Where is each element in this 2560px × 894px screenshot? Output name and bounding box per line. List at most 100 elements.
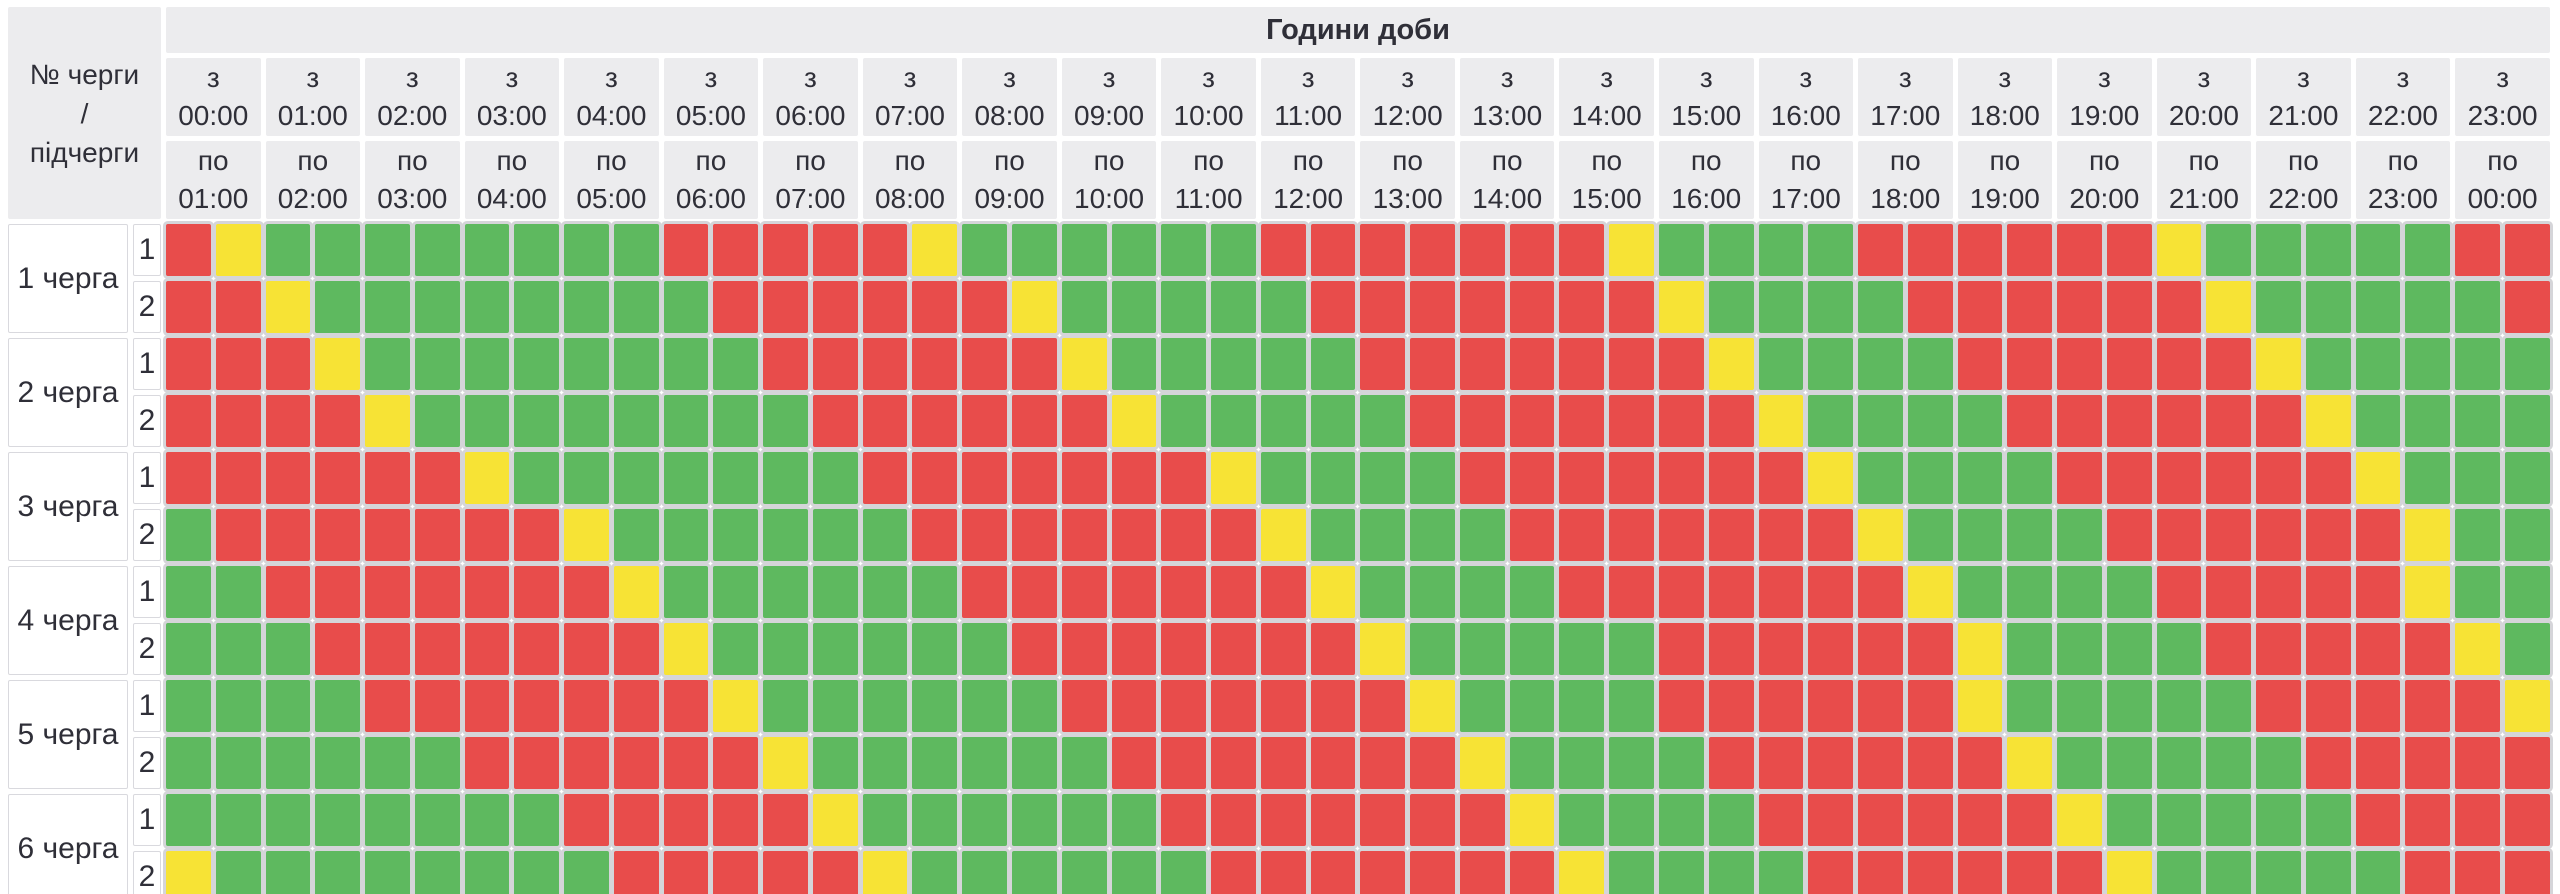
schedule-cell-red [2355,566,2401,618]
from-prefix-label: з [604,62,618,93]
schedule-cell-red [763,281,808,333]
schedule-cell-red [1061,452,1107,504]
schedule-cell-green [2405,395,2451,447]
schedule-row: 5 черга 1 [8,680,2550,789]
schedule-cell-green [1012,737,1057,789]
from-time-label: 15:00 [1671,100,1742,131]
schedule-cell-green [1808,224,1854,276]
schedule-cell-red [2504,281,2550,333]
schedule-cell-green [215,794,261,846]
to-prefix-label: по [1193,145,1224,176]
schedule-cell-red [1161,737,1207,789]
schedule-cell-green [215,737,261,789]
from-prefix-label: з [2297,62,2310,93]
from-prefix-label: з [1003,62,1016,93]
schedule-cell-red [2106,338,2152,390]
from-prefix-label: з [505,62,519,93]
hour-column-header-to: по 08:00 [862,141,958,219]
schedule-cell-green [1658,737,1704,789]
schedule-cell-red [2504,794,2550,846]
queue-label: 2 черга [8,338,128,447]
schedule-cell-green [265,794,311,846]
hour-column-header-from: з 03:00 [464,58,560,136]
schedule-cell-green [1111,794,1157,846]
schedule-cell-red [1260,224,1306,276]
schedule-cell-green [414,338,460,390]
schedule-cell-red [1310,224,1356,276]
schedule-cell-green [1907,509,1953,561]
to-time-label: 03:00 [377,183,448,214]
schedule-cell-red [1858,737,1903,789]
to-prefix-label: по [1392,145,1423,176]
schedule-cell-yellow [1260,509,1306,561]
hour-column-header-to: по 15:00 [1559,141,1654,219]
to-prefix-label: по [1093,145,1125,176]
schedule-cell-green [1360,509,1406,561]
schedule-cell-green [2007,566,2053,618]
schedule-cell-red [1012,509,1057,561]
schedule-cell-red [1658,395,1704,447]
schedule-cell-red [2057,452,2102,504]
schedule-cell-red [2256,566,2301,618]
schedule-cell-red [1260,794,1306,846]
hour-column-header-from: з 22:00 [2355,58,2451,136]
from-time-label: 20:00 [2168,100,2239,131]
schedule-cell-red [1459,452,1505,504]
schedule-cell-yellow [862,851,908,894]
subqueue-label: 1 [133,338,161,390]
schedule-cell-red [1708,680,1754,732]
schedule-cell-green [414,224,460,276]
schedule-cell-green [1061,851,1107,894]
schedule-cell-red [215,281,261,333]
schedule-cell-green [1260,281,1306,333]
schedule-cell-red [1012,452,1057,504]
schedule-cell-green [215,623,261,675]
schedule-cell-red [1858,680,1903,732]
hour-column-header-to: по 19:00 [1957,141,2053,219]
schedule-cell-red [1111,737,1157,789]
hour-column-header-from: з 00:00 [166,58,261,136]
schedule-cell-yellow [365,395,410,447]
to-time-label: 15:00 [1571,183,1642,214]
schedule-cell-green [1310,395,1356,447]
schedule-cell-green [1808,395,1854,447]
schedule-cell-green [2206,737,2252,789]
schedule-cell-red [912,395,958,447]
to-time-label: 08:00 [874,183,946,214]
to-prefix-label: по [1292,145,1324,176]
schedule-cell-red [2057,851,2102,894]
schedule-cell-red [812,851,858,894]
schedule-cell-red [2355,623,2401,675]
schedule-cell-green [2455,566,2500,618]
hour-column-header-to: по 20:00 [2057,141,2152,219]
schedule-cell-green [862,623,908,675]
schedule-cell-green [414,281,460,333]
schedule-cell-yellow [215,224,261,276]
schedule-cell-green [2504,395,2550,447]
schedule-cell-green [962,851,1008,894]
schedule-cell-green [1708,224,1754,276]
schedule-cell-red [2455,737,2500,789]
from-time-label: 13:00 [1472,100,1543,131]
from-time-label: 11:00 [1274,100,1343,131]
schedule-cell-yellow [1509,794,1555,846]
schedule-cell-red [1061,509,1107,561]
schedule-cell-green [2106,680,2152,732]
schedule-cell-green [2504,452,2550,504]
schedule-cell-red [1211,623,1256,675]
schedule-cell-red [365,566,410,618]
from-prefix-label: з [1202,62,1215,93]
schedule-cell-red [1708,452,1754,504]
schedule-cell-red [1758,452,1804,504]
schedule-cell-green [464,851,510,894]
schedule-cell-green [1758,851,1804,894]
schedule-cell-red [2305,452,2351,504]
hour-column-header-to: по 12:00 [1260,141,1356,219]
schedule-cell-green [564,224,609,276]
schedule-cell-green [315,794,361,846]
schedule-cell-red [1808,794,1854,846]
schedule-cell-green [365,224,410,276]
schedule-cell-green [2355,224,2401,276]
schedule-cell-red [1410,794,1455,846]
schedule-cell-red [912,338,958,390]
